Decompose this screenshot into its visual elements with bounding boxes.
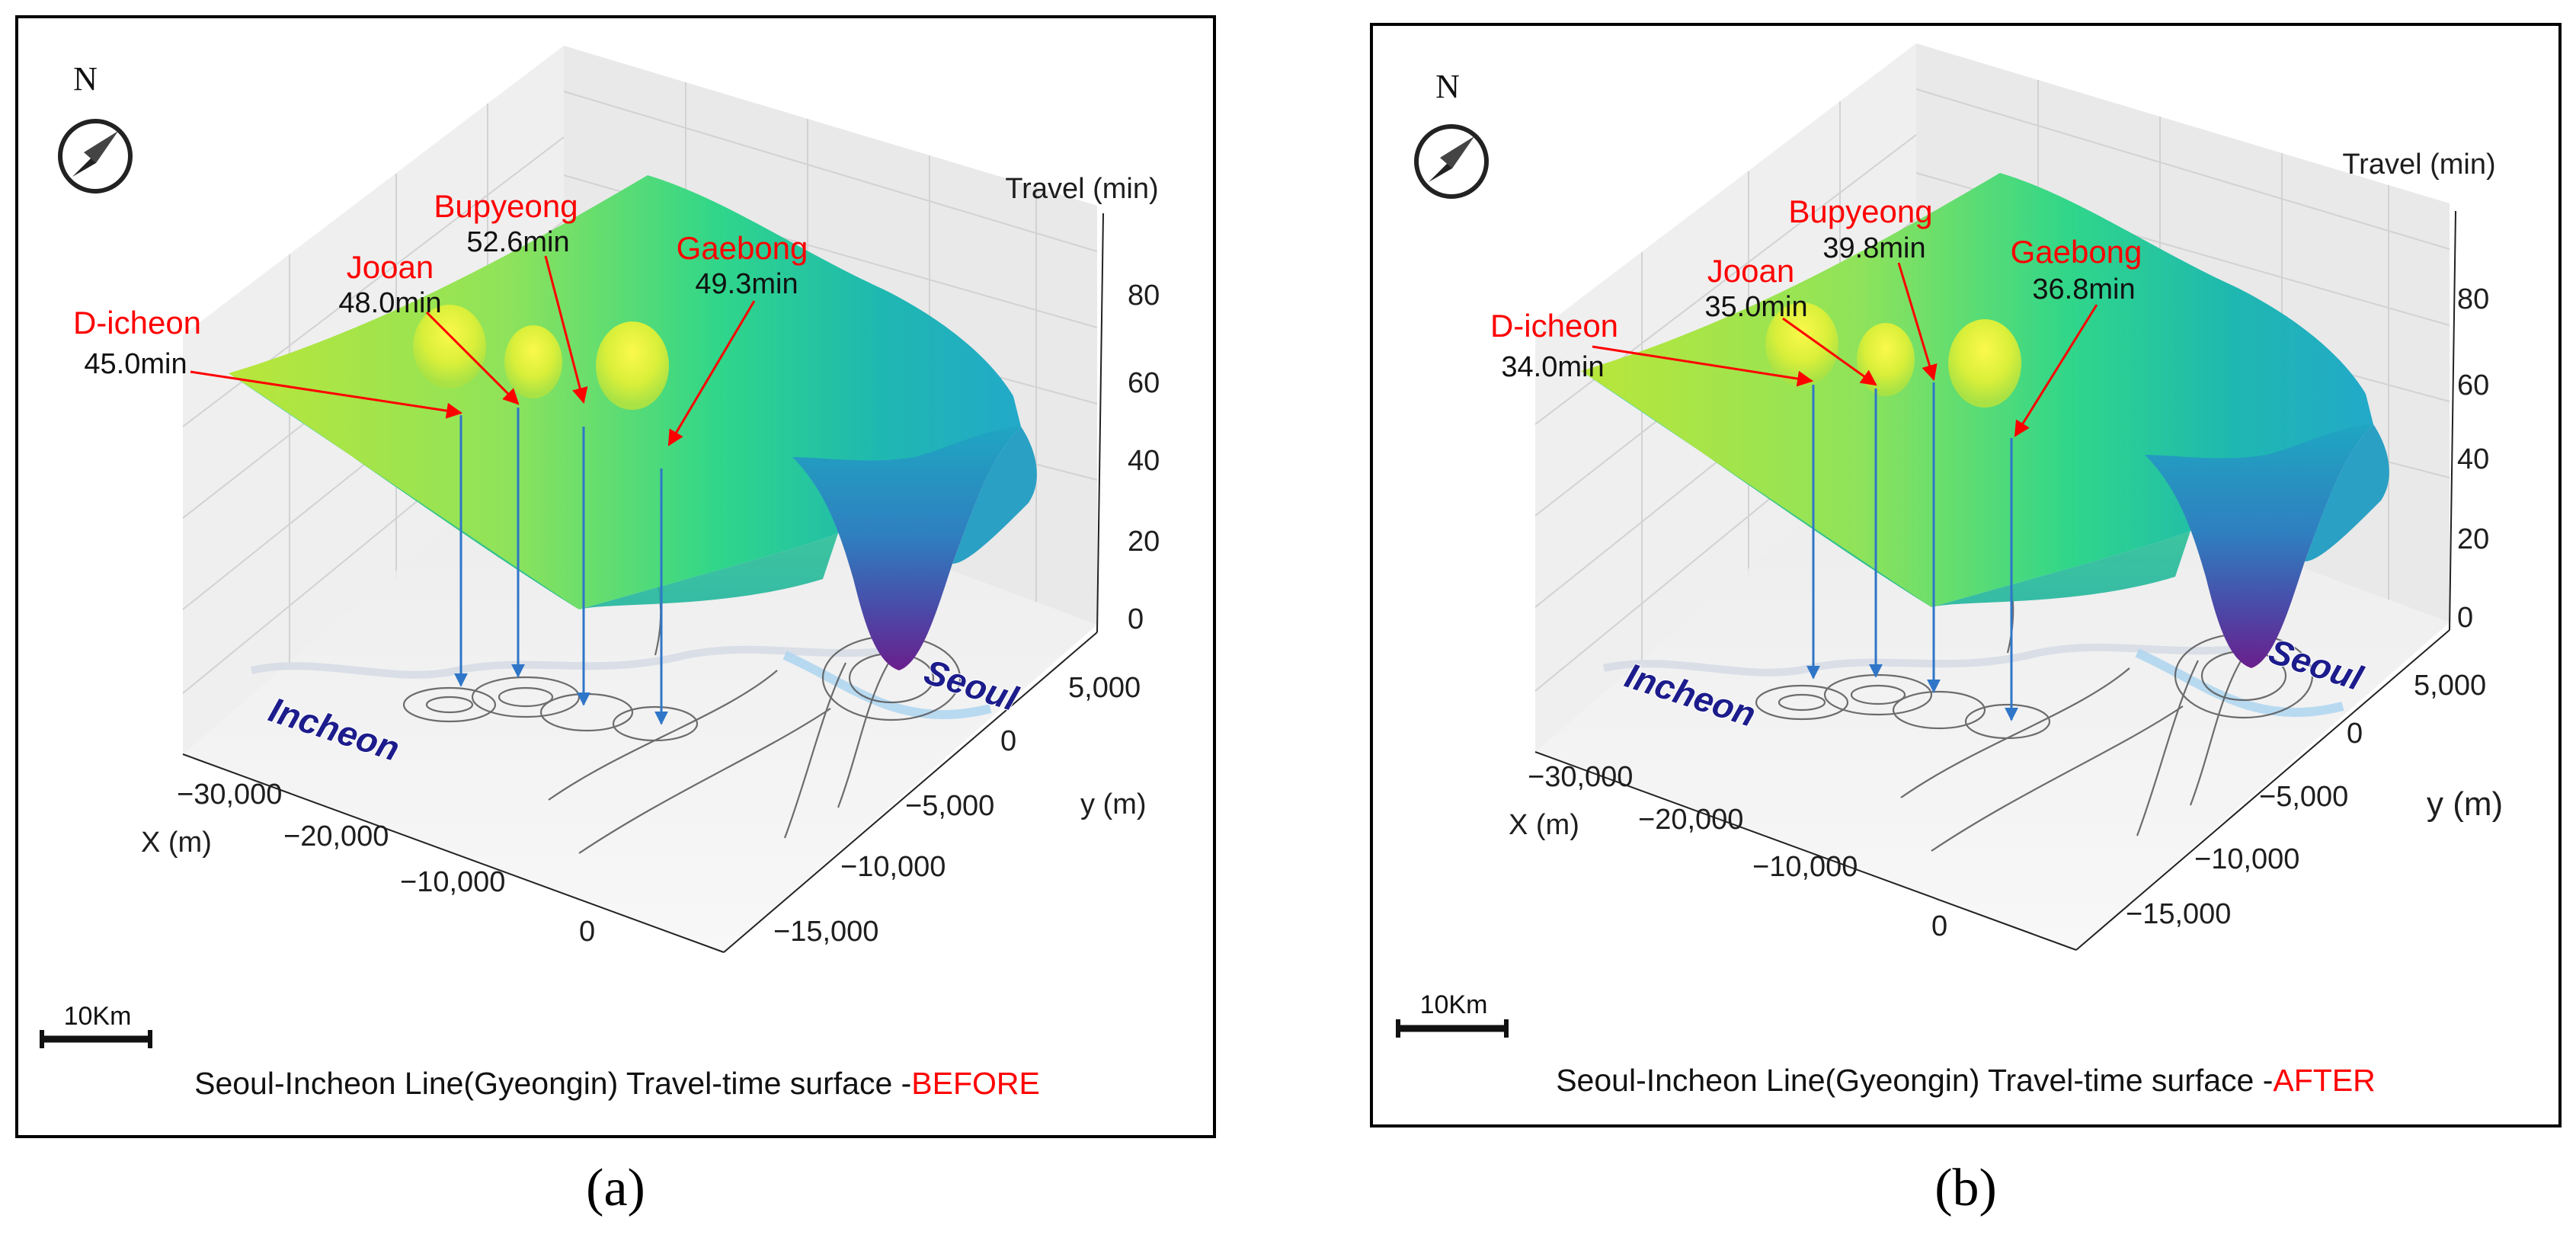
y-tick: −5,000 <box>905 790 994 822</box>
panel-caption: Seoul-Incheon Line(Gyeongin) Travel-time… <box>1556 1063 2376 1098</box>
station-name: Bupyeong <box>1788 194 1932 229</box>
y-tick: −10,000 <box>2194 843 2299 875</box>
scale-bar <box>1396 1019 1509 1038</box>
caption-tag: BEFORE <box>911 1066 1040 1101</box>
station-value: 45.0min <box>84 348 187 380</box>
panel-caption: Seoul-Incheon Line(Gyeongin) Travel-time… <box>194 1066 1040 1101</box>
y-tick: 5,000 <box>1068 672 1141 704</box>
station-value: 36.8min <box>2032 273 2135 305</box>
scale-label: 10Km <box>1420 990 1488 1019</box>
x-tick-labels: −30,000 −20,000 −10,000 0 <box>177 779 595 948</box>
station-name: Bupyeong <box>434 188 578 224</box>
z-tick: 0 <box>2457 602 2473 634</box>
station-name: Gaebong <box>677 230 808 266</box>
z-axis-label: Travel (min) <box>2342 149 2495 181</box>
x-tick: −20,000 <box>1638 804 1743 836</box>
z-tick: 80 <box>2457 283 2489 315</box>
panel-b: N Travel (min) 80 60 40 20 0 −30,000 −20… <box>1370 23 2562 1127</box>
z-tick: 20 <box>1128 526 1160 558</box>
y-tick: −5,000 <box>2259 781 2348 813</box>
x-tick-labels: −30,000 −20,000 −10,000 0 <box>1528 761 1947 942</box>
station-arrow <box>1782 317 1877 386</box>
station-arrow <box>544 255 588 405</box>
station-name: Jooan <box>347 249 434 285</box>
station-name: Gaebong <box>2011 234 2142 270</box>
y-tick: 5,000 <box>2414 670 2486 702</box>
y-tick-labels: 5,000 0 −5,000 −10,000 −15,000 <box>2126 670 2486 930</box>
panel-letter-b: (b) <box>1934 1159 1997 1217</box>
station-value: 35.0min <box>1704 291 1807 323</box>
x-axis-label: X (m) <box>141 827 212 859</box>
x-tick: −10,000 <box>400 866 505 898</box>
caption-tag: AFTER <box>2273 1063 2375 1098</box>
caption-main: Seoul-Incheon Line(Gyeongin) Travel-time… <box>1556 1063 2273 1098</box>
station-name: D-icheon <box>73 305 201 341</box>
z-tick: 60 <box>1128 367 1160 399</box>
station-value: 39.8min <box>1822 232 1925 264</box>
x-tick: −30,000 <box>177 779 282 811</box>
scale-label: 10Km <box>64 1002 132 1031</box>
x-axis-label: X (m) <box>1509 809 1579 841</box>
station-value: 34.0min <box>1501 351 1604 383</box>
x-axis-line <box>1534 751 2077 951</box>
y-tick: 0 <box>1000 725 1016 757</box>
x-tick: −10,000 <box>1752 851 1858 883</box>
north-arrow-icon <box>1414 124 1489 199</box>
z-tick: 60 <box>2457 369 2489 401</box>
z-axis-line <box>2449 210 2456 631</box>
station-annotations: D-icheon 34.0min Jooan 35.0min Bupyeong … <box>1490 194 2142 437</box>
north-arrow-icon <box>58 119 133 194</box>
x-tick: −20,000 <box>283 820 389 852</box>
y-tick: −15,000 <box>773 916 878 948</box>
x-axis-line <box>182 753 725 953</box>
z-tick: 0 <box>1128 603 1144 635</box>
y-axis-label: y (m) <box>1080 788 1147 820</box>
caption-main: Seoul-Incheon Line(Gyeongin) Travel-time… <box>194 1066 911 1101</box>
y-axis-line <box>723 632 1098 953</box>
station-annotations: D-icheon 45.0min Jooan 48.0min Bupyeong … <box>73 188 808 446</box>
z-tick: 40 <box>2457 443 2489 475</box>
station-arrow <box>190 370 463 419</box>
north-label: N <box>73 60 98 98</box>
station-arrow <box>425 311 520 405</box>
z-tick: 20 <box>2457 523 2489 555</box>
station-arrow <box>2014 304 2098 437</box>
station-drop-lines <box>454 408 668 725</box>
z-tick: 80 <box>1128 280 1160 312</box>
station-name: Jooan <box>1707 253 1794 289</box>
y-tick: −10,000 <box>840 851 946 883</box>
panel-a: N Travel (min) 80 60 40 20 0 −30,000 −20… <box>15 15 1216 1138</box>
y-tick: 0 <box>2347 718 2363 750</box>
y-axis-label: y (m) <box>2427 785 2503 823</box>
station-value: 48.0min <box>338 287 441 319</box>
z-tick-labels: 80 60 40 20 0 <box>2457 283 2489 634</box>
scale-bar <box>40 1030 152 1048</box>
z-axis-label: Travel (min) <box>1005 173 1158 205</box>
y-tick: −15,000 <box>2126 898 2231 930</box>
z-axis-line <box>1096 213 1104 633</box>
y-axis-line <box>2075 629 2450 951</box>
panel-letter-a: (a) <box>586 1159 645 1217</box>
station-value: 52.6min <box>466 226 569 258</box>
z-tick-labels: 80 60 40 20 0 <box>1128 280 1160 635</box>
station-value: 49.3min <box>695 268 798 300</box>
north-label: N <box>1435 68 1460 105</box>
station-arrow <box>1592 345 1814 387</box>
station-arrow <box>1897 262 1938 382</box>
z-tick: 40 <box>1128 445 1160 477</box>
station-arrow <box>667 300 756 446</box>
y-tick-labels: 5,000 0 −5,000 −10,000 −15,000 <box>773 672 1141 948</box>
station-name: D-icheon <box>1490 308 1618 344</box>
x-tick: −30,000 <box>1528 761 1633 793</box>
x-tick: 0 <box>579 916 595 948</box>
station-drop-lines <box>1806 382 2018 721</box>
x-tick: 0 <box>1931 910 1947 942</box>
